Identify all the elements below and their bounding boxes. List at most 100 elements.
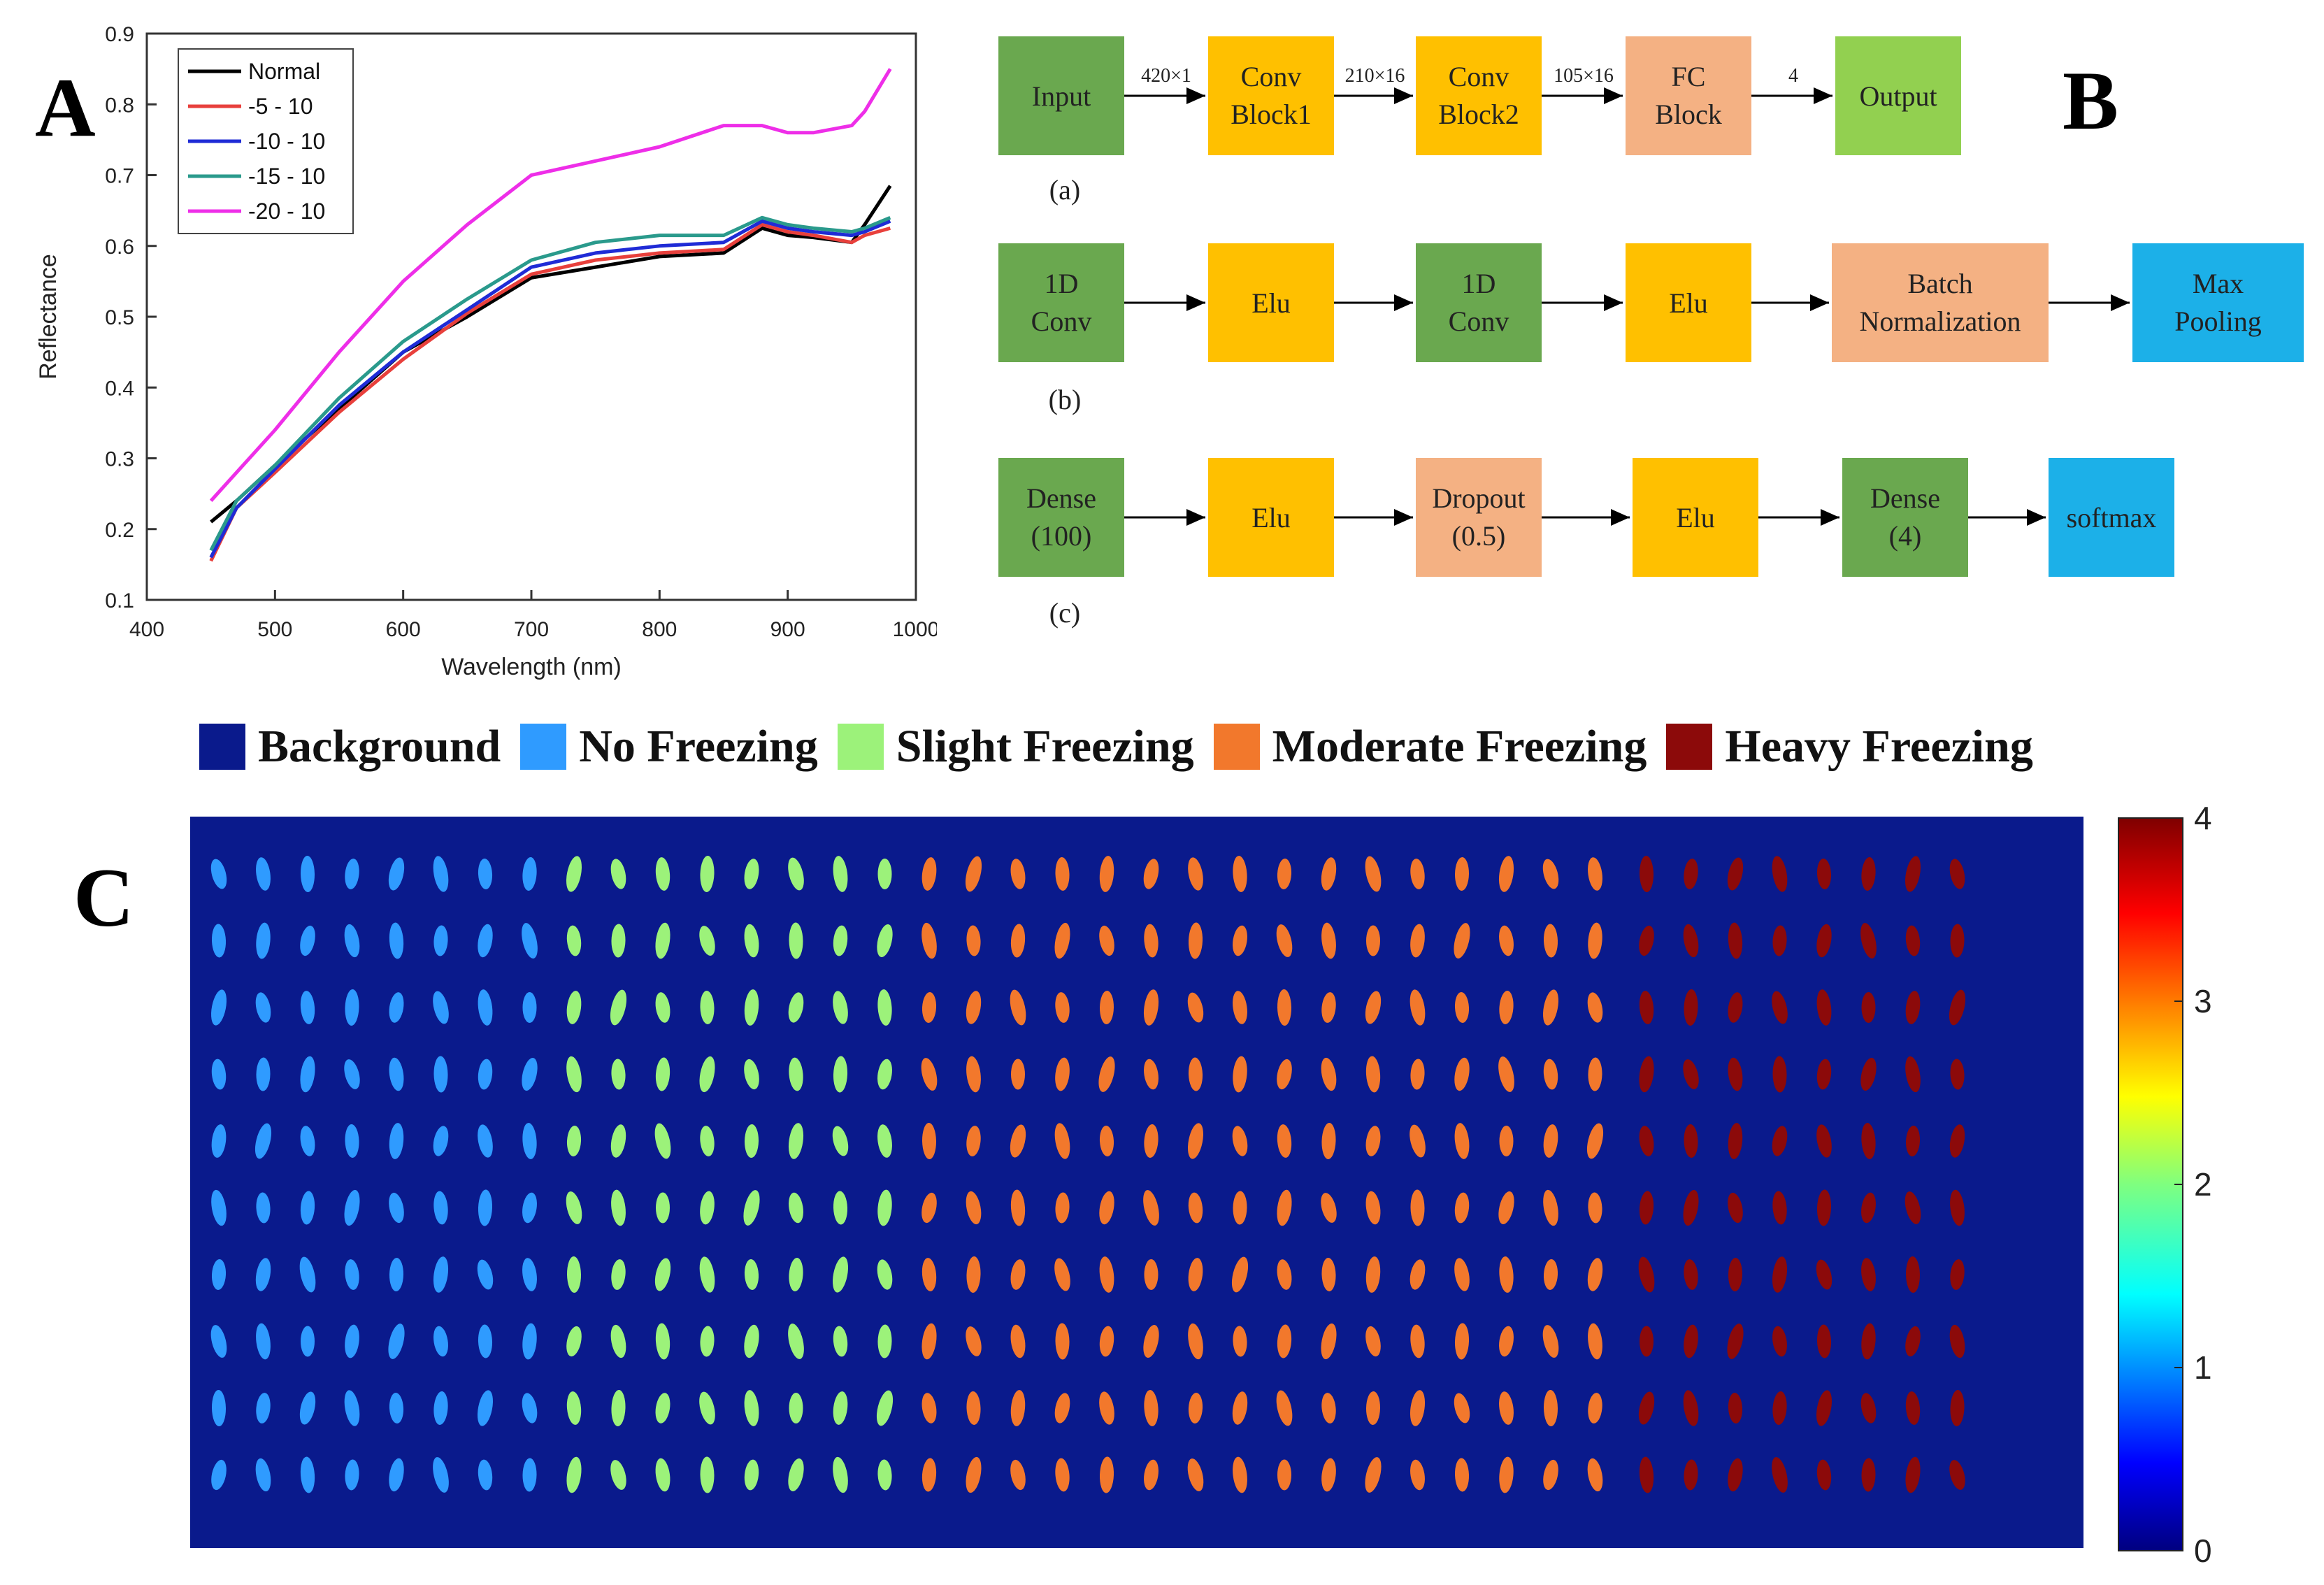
kernel-1-2-9	[300, 1456, 315, 1493]
kernel-2-13-2	[788, 992, 804, 1023]
kernel-3-22-3	[1188, 1057, 1203, 1091]
kernel-1-0-4	[211, 1124, 227, 1158]
kernel-4-35-9	[1772, 1457, 1788, 1493]
kernel-3-30-6	[1543, 1259, 1558, 1290]
colorbar-tick-label: 4	[2194, 800, 2212, 836]
kernel-3-17-7	[966, 1326, 982, 1356]
kernel-3-30-8	[1543, 1390, 1558, 1426]
kernel-3-30-9	[1543, 1459, 1558, 1491]
kernel-3-27-8	[1410, 1390, 1426, 1426]
kernel-4-39-0	[1949, 859, 1965, 889]
series-line-3	[209, 215, 891, 552]
kernel-3-19-5	[1055, 1192, 1070, 1224]
kernel-2-10-2	[655, 992, 670, 1023]
kernel-1-7-0	[522, 857, 537, 891]
kernel-4-38-8	[1905, 1391, 1921, 1425]
kernel-3-29-7	[1499, 1326, 1514, 1357]
kernel-3-17-3	[966, 1056, 981, 1093]
kernel-1-7-6	[522, 1258, 537, 1291]
kernel-4-36-6	[1816, 1259, 1832, 1290]
kernel-3-30-5	[1543, 1189, 1558, 1226]
row_a-node-2-line2: Block2	[1438, 99, 1519, 130]
kernel-1-3-2	[345, 989, 359, 1026]
kernel-2-8-2	[566, 991, 582, 1024]
kernel-1-6-9	[478, 1459, 493, 1491]
kernel-3-21-9	[1144, 1459, 1159, 1491]
kernel-2-14-9	[833, 1456, 848, 1493]
kernel-4-39-7	[1949, 1324, 1965, 1358]
kernel-4-39-3	[1950, 1059, 1965, 1090]
panel-label-b: B	[2063, 54, 2119, 147]
kernel-1-4-3	[389, 1057, 404, 1091]
kernel-3-18-8	[1010, 1390, 1026, 1426]
kernel-1-4-2	[389, 992, 404, 1023]
series-line-2	[209, 219, 891, 559]
kernel-1-5-4	[433, 1126, 449, 1156]
kernel-3-29-9	[1499, 1456, 1514, 1493]
kernel-3-22-9	[1187, 1458, 1204, 1491]
kernel-3-16-9	[921, 1458, 937, 1492]
kernel-2-11-7	[700, 1326, 715, 1357]
kernel-4-32-0	[1639, 856, 1654, 892]
kernel-2-11-5	[700, 1191, 715, 1225]
y-tick-label: 0.7	[105, 165, 134, 188]
kernel-3-21-6	[1144, 1259, 1159, 1290]
row_c-node-2	[1416, 458, 1542, 577]
kernel-2-13-7	[788, 1324, 804, 1359]
kernel-1-3-5	[344, 1189, 360, 1226]
kernel-3-20-0	[1099, 856, 1114, 892]
kernel-3-16-2	[921, 992, 937, 1023]
kernel-4-37-4	[1861, 1123, 1876, 1159]
kernel-2-15-4	[877, 1124, 892, 1158]
kernel-4-34-8	[1728, 1393, 1743, 1423]
kernel-4-37-7	[1861, 1323, 1876, 1360]
kernel-3-30-3	[1543, 1059, 1558, 1090]
kernel-3-31-2	[1587, 992, 1603, 1023]
series-line-4	[209, 68, 892, 502]
colorbar-ticks: 0 1 2 3 4	[2174, 800, 2212, 1569]
panel-label-c: C	[73, 851, 134, 944]
kernel-4-36-9	[1816, 1459, 1832, 1491]
row_b-node-2-line1: 1D	[1462, 268, 1496, 299]
y-tick-label: 0.9	[105, 23, 134, 46]
kernel-1-5-3	[433, 1056, 448, 1093]
kernel-4-36-0	[1816, 859, 1832, 889]
kernel-3-23-6	[1231, 1256, 1249, 1293]
kernel-1-6-4	[478, 1124, 493, 1158]
row_b-node-5	[2132, 243, 2304, 362]
kernel-2-12-4	[744, 1124, 759, 1158]
kernel-2-8-1	[566, 925, 582, 956]
kernel-3-21-7	[1143, 1325, 1159, 1358]
kernel-2-12-9	[744, 1459, 759, 1491]
kernel-2-10-0	[655, 857, 670, 891]
kernel-1-0-6	[211, 1259, 227, 1290]
row_b-node-0	[998, 243, 1124, 362]
kernel-4-32-3	[1639, 1056, 1654, 1093]
y-tick-label: 0.1	[105, 589, 134, 612]
kernel-4-38-3	[1905, 1056, 1921, 1093]
x-tick-label: 900	[770, 618, 805, 641]
kernel-1-2-1	[300, 925, 315, 956]
kernel-3-22-5	[1188, 1192, 1203, 1224]
kernel-2-9-7	[610, 1324, 626, 1358]
kernel-3-25-8	[1321, 1393, 1336, 1423]
kernel-4-33-7	[1684, 1324, 1698, 1358]
kernel-3-28-3	[1454, 1057, 1470, 1091]
kernel-4-36-1	[1816, 924, 1832, 958]
kernel-3-19-1	[1054, 922, 1070, 959]
kernel-3-22-7	[1188, 1323, 1203, 1360]
kernel-1-6-7	[478, 1324, 493, 1358]
kernel-4-33-1	[1683, 924, 1699, 958]
kernel-3-16-0	[921, 857, 937, 891]
kernel-3-30-0	[1542, 859, 1559, 889]
kernel-3-19-2	[1055, 992, 1070, 1023]
kernel-1-2-8	[299, 1391, 316, 1425]
kernel-4-35-3	[1772, 1056, 1787, 1093]
x-tick-label: 400	[129, 618, 164, 641]
kernel-2-15-8	[876, 1390, 894, 1426]
kernel-3-24-4	[1277, 1124, 1292, 1158]
row_a-node-4-line1: Output	[1859, 80, 1937, 112]
kernel-1-1-9	[255, 1458, 271, 1492]
kernel-4-35-1	[1772, 925, 1787, 956]
kernel-3-18-5	[1010, 1189, 1026, 1226]
